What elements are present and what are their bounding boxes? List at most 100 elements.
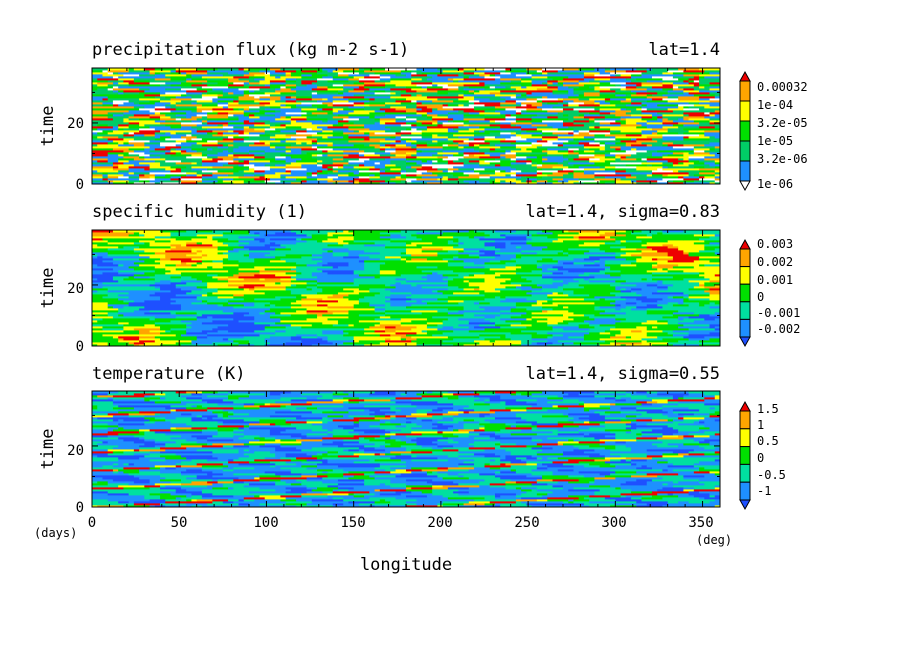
heatmap-cell	[170, 282, 177, 285]
heatmap-cell	[693, 300, 720, 303]
heatmap-cell	[170, 280, 182, 283]
heatmap-cell	[290, 118, 307, 121]
heatmap-cell	[296, 142, 302, 145]
heatmap-cell	[400, 168, 417, 171]
heatmap-cell	[154, 322, 182, 325]
heatmap-cell	[133, 304, 150, 307]
heatmap-cell	[667, 302, 679, 305]
heatmap-cell	[249, 126, 266, 129]
heatmap-cell	[678, 106, 684, 109]
heatmap-cell	[474, 264, 501, 267]
heatmap-cell	[500, 146, 517, 149]
heatmap-cell	[594, 320, 621, 323]
heatmap-cell	[180, 344, 208, 346]
heatmap-cell	[426, 166, 433, 169]
heatmap-cell	[379, 74, 396, 77]
heatmap-cell	[714, 136, 720, 139]
heatmap-cell	[531, 116, 548, 119]
heatmap-cell	[154, 296, 161, 299]
heatmap-cell	[92, 120, 103, 123]
heatmap-cell	[102, 272, 119, 275]
heatmap-cell	[510, 166, 522, 169]
heatmap-cell	[222, 94, 245, 97]
heatmap-cell	[395, 150, 417, 153]
heatmap-cell	[343, 156, 349, 159]
heatmap-cell	[128, 140, 150, 143]
heatmap-cell	[594, 172, 616, 175]
heatmap-cell	[693, 254, 710, 257]
heatmap-cell	[542, 132, 553, 135]
heatmap-cell	[510, 294, 532, 297]
heatmap-cell	[112, 134, 124, 137]
heatmap-cell	[170, 276, 182, 279]
heatmap-cell	[515, 88, 522, 91]
heatmap-cell	[327, 306, 355, 309]
heatmap-cell	[563, 110, 580, 113]
heatmap-cell	[699, 264, 705, 267]
heatmap-cell	[714, 172, 720, 175]
heatmap-cell	[364, 102, 386, 105]
heatmap-cell	[678, 176, 684, 179]
heatmap-cell	[97, 72, 109, 75]
heatmap-cell	[683, 80, 689, 83]
heatmap-cell	[123, 170, 130, 173]
heatmap-cell	[646, 308, 658, 311]
heatmap-cell	[594, 302, 611, 305]
heatmap-cell	[275, 264, 287, 267]
heatmap-cell	[249, 114, 255, 117]
heatmap-cell	[594, 162, 611, 165]
heatmap-cell	[175, 242, 187, 245]
heatmap-cell	[615, 334, 632, 337]
heatmap-cell	[233, 126, 245, 129]
heatmap-cell	[301, 290, 323, 293]
heatmap-cell	[610, 288, 616, 291]
heatmap-cell	[489, 74, 496, 77]
heatmap-cell	[343, 330, 349, 333]
heatmap-cell	[453, 120, 470, 123]
heatmap-cell	[264, 76, 276, 79]
heatmap-cell	[259, 102, 271, 105]
heatmap-cell	[615, 342, 621, 345]
colorbar-label: 1e-06	[757, 177, 793, 191]
heatmap-cell	[112, 336, 119, 339]
heatmap-cell	[646, 88, 663, 91]
heatmap-cell	[542, 160, 564, 163]
heatmap-cell	[92, 102, 103, 105]
heatmap-cell	[416, 84, 433, 87]
heatmap-cell	[662, 68, 679, 71]
heatmap-cell	[526, 162, 532, 165]
heatmap-cell	[646, 94, 653, 97]
heatmap-cell	[552, 84, 564, 87]
heatmap-cell	[228, 244, 239, 247]
heatmap-cell	[494, 322, 522, 325]
heatmap-cell	[704, 106, 720, 109]
heatmap-cell	[672, 318, 679, 321]
heatmap-cell	[102, 70, 109, 73]
heatmap-cell	[92, 296, 103, 299]
heatmap-cell	[337, 170, 360, 173]
heatmap-cell	[269, 308, 281, 311]
heatmap-cell	[500, 168, 517, 171]
heatmap-cell	[107, 152, 130, 155]
heatmap-cell	[536, 276, 543, 279]
heatmap-cell	[552, 242, 569, 245]
heatmap-cell	[306, 288, 313, 291]
heatmap-cell	[92, 268, 103, 271]
heatmap-cell	[615, 152, 637, 155]
heatmap-cell	[97, 256, 103, 259]
heatmap-cell	[547, 152, 569, 155]
heatmap-cell	[599, 90, 616, 93]
heatmap-cell	[589, 120, 595, 123]
heatmap-cell	[228, 336, 245, 339]
heatmap-cell	[133, 152, 145, 155]
heatmap-cell	[641, 278, 648, 281]
heatmap-cell	[510, 172, 517, 175]
heatmap-cell	[170, 178, 182, 181]
heatmap-cell	[646, 100, 669, 103]
heatmap-cell	[615, 160, 632, 163]
heatmap-cell	[536, 284, 564, 287]
heatmap-cell	[280, 124, 287, 127]
heatmap-cell	[390, 298, 412, 301]
heatmap-cell	[212, 176, 218, 179]
heatmap-cell	[186, 300, 203, 303]
